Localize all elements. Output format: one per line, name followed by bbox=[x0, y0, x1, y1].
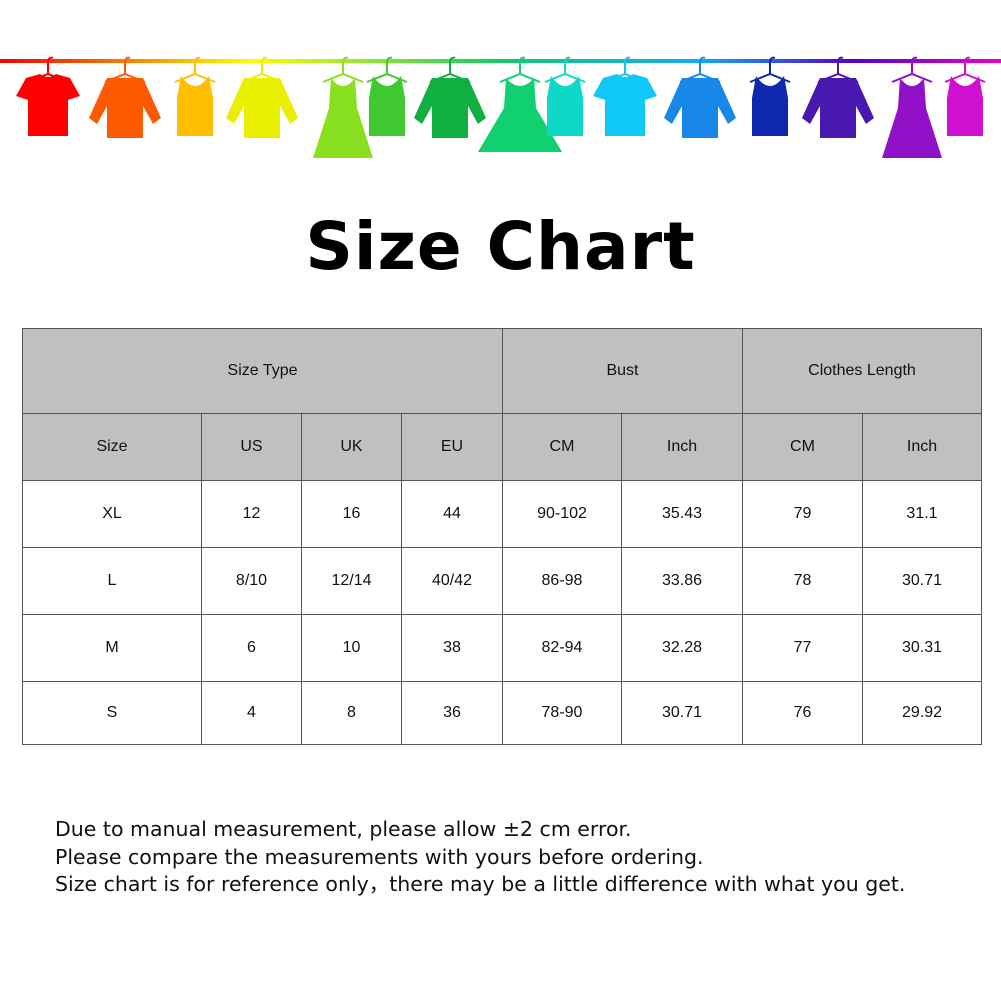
tee-clothing-icon bbox=[593, 74, 657, 136]
table-cell: 78 bbox=[742, 547, 863, 615]
page-title: Size Chart bbox=[305, 208, 696, 285]
table-cell: 33.86 bbox=[621, 547, 743, 615]
tank-clothing-icon bbox=[177, 76, 213, 136]
table-cell: 40/42 bbox=[401, 547, 503, 615]
clothes-line bbox=[0, 59, 1001, 63]
column-header: EU bbox=[401, 413, 503, 481]
notes: Due to manual measurement, please allow … bbox=[55, 816, 905, 899]
table-row: XL 12 16 44 90-102 35.43 79 31.1 bbox=[22, 480, 982, 548]
table-cell: 6 bbox=[201, 614, 302, 682]
table-cell: 38 bbox=[401, 614, 503, 682]
table-cell: 77 bbox=[742, 614, 863, 682]
column-header: Size bbox=[22, 413, 202, 481]
table-cell: 32.28 bbox=[621, 614, 743, 682]
table-cell: 16 bbox=[301, 480, 402, 548]
table-cell: 76 bbox=[742, 681, 863, 745]
table-cell: 31.1 bbox=[862, 480, 982, 548]
shirt-clothing-icon bbox=[89, 78, 161, 138]
column-header: US bbox=[201, 413, 302, 481]
tank-clothing-icon bbox=[369, 76, 405, 136]
table-cell: M bbox=[22, 614, 202, 682]
table-cell: 35.43 bbox=[621, 480, 743, 548]
table-cell: 30.31 bbox=[862, 614, 982, 682]
column-header: Inch bbox=[862, 413, 982, 481]
table-cell: 90-102 bbox=[502, 480, 622, 548]
table-cell: 12 bbox=[201, 480, 302, 548]
group-header-size-type: Size Type bbox=[22, 328, 503, 414]
note-line: Please compare the measurements with you… bbox=[55, 844, 704, 869]
note-line: Size chart is for reference only，there m… bbox=[55, 872, 906, 896]
column-header: CM bbox=[502, 413, 622, 481]
tank-clothing-icon bbox=[947, 76, 983, 136]
hanger-icon bbox=[322, 56, 364, 83]
table-row: M 6 10 38 82-94 32.28 77 30.31 bbox=[22, 614, 982, 682]
table-cell: 86-98 bbox=[502, 547, 622, 615]
tank-clothing-icon bbox=[752, 76, 788, 136]
clothes-line-banner bbox=[0, 56, 1001, 158]
hanger-icon bbox=[891, 56, 933, 83]
tank-clothing-icon bbox=[547, 76, 583, 136]
column-header: Inch bbox=[621, 413, 743, 481]
table-cell: 8/10 bbox=[201, 547, 302, 615]
shirt-clothing-icon bbox=[802, 78, 874, 138]
shirt-clothing-icon bbox=[414, 78, 486, 138]
table-cell: 10 bbox=[301, 614, 402, 682]
big-clothing-icon bbox=[478, 78, 562, 152]
table-cell: 44 bbox=[401, 480, 503, 548]
table-cell: 82-94 bbox=[502, 614, 622, 682]
table-cell: 4 bbox=[201, 681, 302, 745]
table-row: S 4 8 36 78-90 30.71 76 29.92 bbox=[22, 681, 982, 745]
dress-clothing-icon bbox=[313, 78, 373, 158]
column-header: CM bbox=[742, 413, 863, 481]
column-header: UK bbox=[301, 413, 402, 481]
dress-clothing-icon bbox=[882, 78, 942, 158]
table-cell: 36 bbox=[401, 681, 503, 745]
table-cell: XL bbox=[22, 480, 202, 548]
table-cell: 8 bbox=[301, 681, 402, 745]
table-cell: 78-90 bbox=[502, 681, 622, 745]
table-cell: 12/14 bbox=[301, 547, 402, 615]
shirt-clothing-icon bbox=[664, 78, 736, 138]
table-cell: 30.71 bbox=[621, 681, 743, 745]
table-cell: S bbox=[22, 681, 202, 745]
table-cell: 29.92 bbox=[862, 681, 982, 745]
shirt-clothing-icon bbox=[226, 78, 298, 138]
table-cell: 30.71 bbox=[862, 547, 982, 615]
table-cell: 79 bbox=[742, 480, 863, 548]
group-header-clothes-length: Clothes Length bbox=[742, 328, 982, 414]
table-cell: L bbox=[22, 547, 202, 615]
group-header-bust: Bust bbox=[502, 328, 743, 414]
tee-clothing-icon bbox=[16, 74, 80, 136]
size-table: Size Type Bust Clothes Length Size US UK EU… bbox=[22, 328, 982, 745]
note-line: Due to manual measurement, please allow … bbox=[55, 817, 632, 841]
table-row: L 8/10 12/14 40/42 86-98 33.86 78 30.71 bbox=[22, 547, 982, 615]
